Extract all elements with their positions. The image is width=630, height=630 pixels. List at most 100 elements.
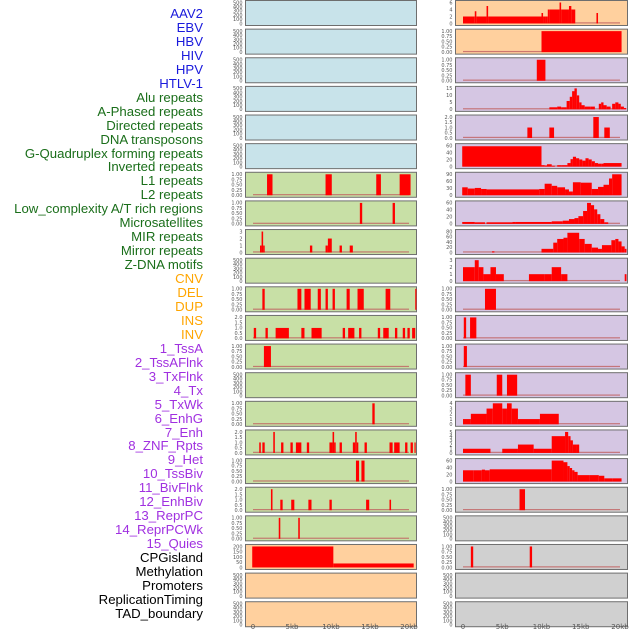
panel-background bbox=[455, 515, 628, 542]
x-tick-label: 20kb bbox=[611, 623, 629, 630]
coverage-bar bbox=[549, 107, 558, 110]
y-tick-label: 1 bbox=[449, 447, 452, 453]
y-tick-label: 90 bbox=[446, 172, 452, 178]
coverage-bar bbox=[570, 159, 573, 167]
coverage-bar bbox=[325, 174, 332, 196]
track-label: DNA transposons bbox=[100, 131, 203, 147]
coverage-bar bbox=[462, 146, 542, 167]
coverage-bar bbox=[392, 202, 395, 224]
panel-background bbox=[245, 28, 417, 55]
y-tick-label: 400 bbox=[233, 377, 243, 383]
coverage-bar bbox=[385, 288, 391, 310]
y-tick-label: 0.75 bbox=[441, 550, 452, 556]
track-panel: 0.000.250.500.751.00 bbox=[441, 286, 628, 314]
coverage-bar bbox=[325, 245, 328, 253]
coverage-bar bbox=[590, 205, 595, 224]
y-tick-label: 0.50 bbox=[441, 383, 452, 389]
track-panel: 0.000.250.500.751.00 bbox=[441, 486, 628, 514]
panel-background bbox=[245, 143, 417, 170]
coverage-bar bbox=[593, 117, 599, 139]
coverage-bar bbox=[410, 442, 413, 453]
track-panel: 0.000.250.500.751.00 bbox=[441, 343, 628, 371]
track-label: TAD_boundary bbox=[115, 605, 203, 621]
coverage-bar bbox=[309, 245, 313, 253]
y-tick-label: 0.00 bbox=[441, 565, 452, 571]
baseline bbox=[463, 308, 620, 310]
y-tick-label: 0.50 bbox=[231, 354, 242, 360]
baseline bbox=[253, 308, 409, 310]
coverage-bar bbox=[574, 471, 578, 482]
coverage-bar bbox=[483, 274, 491, 282]
y-tick-label: 300 bbox=[233, 581, 243, 587]
coverage-bar bbox=[565, 189, 569, 196]
coverage-bar bbox=[562, 220, 569, 224]
y-tick-label: 200 bbox=[233, 614, 243, 620]
coverage-bar bbox=[486, 222, 513, 224]
coverage-bar bbox=[334, 442, 336, 453]
y-tick-label: 50 bbox=[236, 560, 242, 566]
y-tick-label: 0.25 bbox=[441, 45, 452, 51]
baseline bbox=[463, 337, 620, 339]
y-tick-label: 200 bbox=[233, 385, 243, 391]
y-tick-label: 1.5 bbox=[235, 492, 243, 498]
track-panel: 0.00.51.01.52.0 bbox=[235, 429, 417, 457]
coverage-bar bbox=[517, 419, 540, 425]
coverage-bar bbox=[545, 16, 548, 24]
y-tick-label: 0.0 bbox=[445, 136, 453, 142]
coverage-bar bbox=[574, 88, 577, 110]
coverage-bar bbox=[342, 327, 346, 339]
y-tick-label: 0.25 bbox=[441, 331, 452, 337]
y-tick-label: 3 bbox=[239, 229, 242, 235]
coverage-bar bbox=[489, 469, 552, 482]
track-label: 13_ReprPC bbox=[134, 508, 203, 524]
y-tick-label: 0.50 bbox=[441, 68, 452, 74]
y-tick-label: 0.75 bbox=[441, 349, 452, 355]
coverage-bar bbox=[260, 245, 262, 253]
y-tick-label: 0 bbox=[449, 479, 452, 485]
y-tick-label: 2 bbox=[239, 236, 242, 242]
coverage-bar bbox=[561, 274, 568, 282]
coverage-bar bbox=[598, 475, 605, 482]
coverage-bar bbox=[481, 188, 487, 196]
y-tick-label: 4 bbox=[449, 401, 452, 407]
x-tick-label: 10kb bbox=[322, 623, 340, 630]
y-tick-label: 1.00 bbox=[231, 201, 242, 207]
y-tick-label: 0.50 bbox=[441, 297, 452, 303]
y-tick-label: 0.0 bbox=[235, 451, 243, 457]
y-tick-label: 300 bbox=[233, 381, 243, 387]
coverage-bar bbox=[611, 240, 616, 253]
coverage-bar bbox=[563, 462, 568, 482]
track-label: 11_BivFlnk bbox=[138, 480, 203, 496]
coverage-bar bbox=[304, 288, 311, 310]
y-tick-label: 0.00 bbox=[231, 422, 242, 428]
y-tick-label: 1.00 bbox=[231, 287, 242, 293]
track-label: A-Phased repeats bbox=[97, 103, 203, 119]
y-tick-label: 1.0 bbox=[445, 125, 453, 131]
y-tick-label: 0 bbox=[449, 422, 452, 428]
y-tick-label: 0.25 bbox=[231, 216, 242, 222]
y-tick-label: 300 bbox=[443, 581, 453, 587]
track-label: L2 repeats bbox=[140, 187, 203, 203]
coverage-bar bbox=[603, 184, 610, 196]
track-panel: 0.000.250.500.751.00 bbox=[441, 57, 628, 85]
y-tick-label: 20 bbox=[446, 245, 452, 251]
coverage-bar bbox=[590, 106, 595, 110]
y-tick-label: 1.0 bbox=[235, 440, 243, 446]
track-panel: 0.000.250.500.751.00 bbox=[441, 372, 628, 399]
y-tick-label: 0.5 bbox=[235, 446, 243, 452]
y-tick-label: 1.0 bbox=[235, 326, 243, 332]
coverage-bar bbox=[270, 489, 273, 511]
y-tick-label: 0 bbox=[449, 222, 452, 228]
coverage-bar bbox=[405, 442, 408, 453]
coverage-bar bbox=[594, 209, 598, 224]
y-tick-label: 0.75 bbox=[231, 349, 242, 355]
y-tick-label: 0.75 bbox=[441, 63, 452, 69]
coverage-bar bbox=[574, 218, 579, 224]
y-tick-label: 0 bbox=[449, 250, 452, 256]
coverage-bar bbox=[598, 248, 602, 253]
